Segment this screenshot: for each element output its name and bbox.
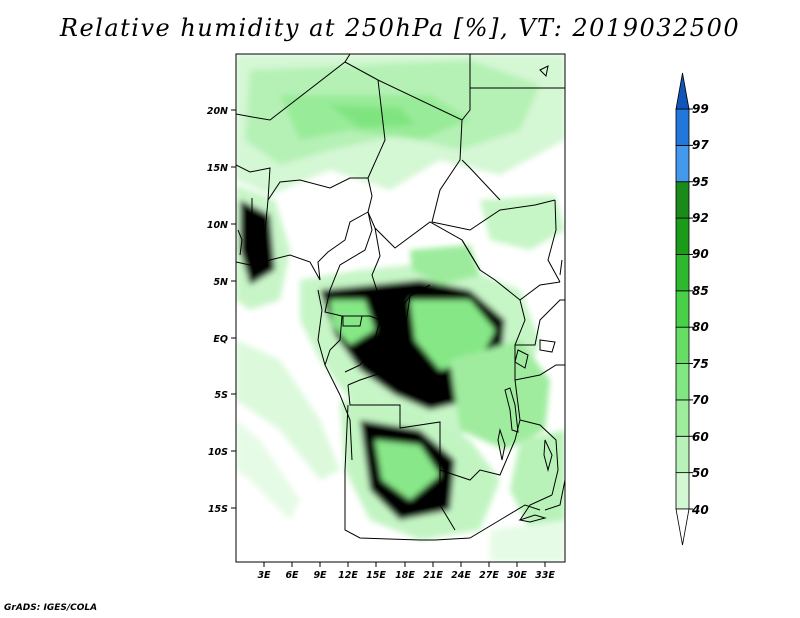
lat-label: 20N [207, 106, 228, 117]
colorbar-label: 92 [692, 211, 709, 225]
map-frame [235, 53, 566, 563]
colorbar-label: 40 [691, 503, 709, 517]
colorbar-label: 85 [692, 284, 709, 298]
colorbar-label: 75 [692, 357, 709, 371]
lon-label: 15E [366, 570, 386, 581]
colorbar-segment [675, 399, 690, 437]
lat-label: 10S [208, 447, 228, 458]
lon-label: 21E [423, 570, 443, 581]
lon-label: 24E [451, 570, 471, 581]
lon-label: 30E [507, 570, 527, 581]
colorbar-segment [675, 108, 690, 146]
lat-label: EQ [213, 334, 228, 345]
colorbar-max-arrow [675, 72, 690, 110]
colorbar-segment [675, 472, 690, 510]
credit-text: GrADS: IGES/COLA [4, 603, 98, 613]
humidity-field [236, 54, 565, 562]
colorbar-label: 90 [692, 247, 709, 261]
lat-label: 5N [213, 277, 228, 288]
longitude-axis: 3E 6E 9E 12E 15E 18E 21E 24E 27E 30E 33E [257, 562, 555, 581]
country-borders [236, 54, 565, 541]
lon-label: 12E [338, 570, 358, 581]
lat-label: 15S [208, 504, 228, 515]
lat-label: 5S [215, 390, 229, 401]
lon-label: 3E [257, 570, 271, 581]
lon-label: 18E [395, 570, 415, 581]
latitude-axis: 20N 15N 10N 5N EQ 5S 10S 15S [207, 106, 236, 515]
colorbar-segment [675, 435, 690, 474]
lat-label: 10N [207, 220, 228, 231]
colorbar-label: 50 [692, 466, 709, 480]
colorbar-min-arrow [675, 508, 690, 546]
colorbar-label: 80 [692, 320, 709, 334]
lon-label: 6E [285, 570, 299, 581]
colorbar-segment [675, 254, 690, 292]
colorbar-segment [675, 217, 690, 255]
map-title: Relative humidity at 250hPa [%], VT: 201… [59, 14, 741, 42]
colorbar-label: 70 [692, 393, 709, 407]
colorbar-label: 95 [692, 175, 709, 189]
colorbar-label: 97 [692, 138, 709, 152]
colorbar-segment [675, 326, 690, 364]
lon-label: 27E [479, 570, 499, 581]
colorbar-labels: 40 50 60 70 75 80 85 90 92 95 97 99 [691, 102, 709, 517]
colorbar-label: 99 [692, 102, 709, 116]
colorbar [675, 72, 693, 546]
colorbar-segment [675, 363, 690, 401]
lat-label: 15N [207, 163, 228, 174]
colorbar-label: 60 [692, 430, 709, 444]
lon-label: 33E [535, 570, 555, 581]
lon-label: 9E [313, 570, 327, 581]
colorbar-segment [675, 181, 690, 219]
colorbar-segment [675, 144, 690, 183]
colorbar-segment [675, 290, 690, 328]
